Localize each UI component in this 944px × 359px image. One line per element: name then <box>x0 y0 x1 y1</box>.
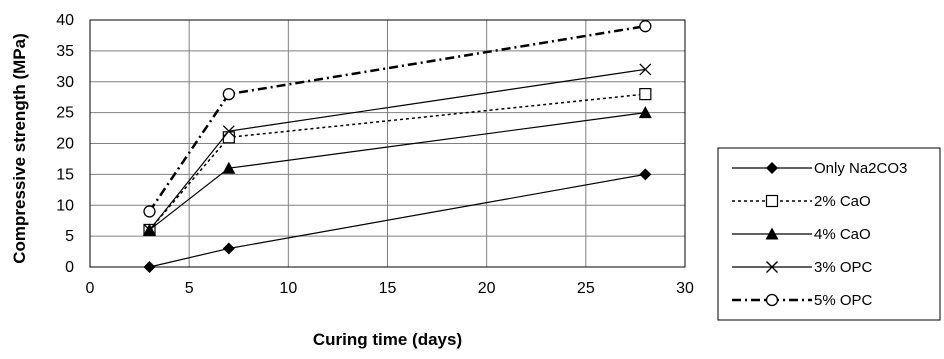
series-line <box>149 173 646 268</box>
y-tick-label: 25 <box>56 105 74 122</box>
data-point <box>639 87 652 101</box>
grid <box>89 19 686 268</box>
data-point <box>143 223 156 236</box>
x-tick-label: 25 <box>577 280 595 297</box>
x-tick-label: 30 <box>676 280 694 297</box>
plot-area-frame <box>89 19 686 268</box>
legend-marker <box>765 293 779 307</box>
marker-stroke <box>639 63 652 76</box>
data-point <box>222 125 235 138</box>
legend-label: 2% CaO <box>814 193 871 210</box>
legend-label: 5% OPC <box>814 292 873 309</box>
marker-stroke <box>766 261 778 273</box>
data-point <box>222 131 235 144</box>
legend-label: 4% CaO <box>814 226 871 243</box>
legend-marker <box>765 194 779 208</box>
marker-stroke <box>222 125 235 138</box>
x-tick-label: 0 <box>86 280 95 297</box>
legend-item: 3% OPC <box>732 259 873 276</box>
legend-marker <box>765 227 779 240</box>
y-tick-label: 10 <box>56 197 74 214</box>
series-line <box>148 24 646 213</box>
data-point <box>143 205 156 218</box>
y-tick-label: 15 <box>56 166 74 183</box>
series-layer <box>143 20 652 273</box>
y-axis-ticks: 0 5 10 15 20 25 30 35 40 <box>56 12 74 276</box>
x-tick-label: 5 <box>185 280 194 297</box>
series-1 <box>143 168 652 273</box>
data-point <box>222 242 235 255</box>
legend-label: Only Na2CO3 <box>814 160 907 177</box>
data-point <box>639 63 652 76</box>
series-4 <box>143 63 652 236</box>
legend-item: 2% CaO <box>732 193 871 210</box>
series-line <box>148 93 646 231</box>
x-tick-label: 15 <box>379 280 397 297</box>
legend-item: 5% OPC <box>732 292 873 309</box>
data-point <box>222 161 236 174</box>
y-tick-label: 0 <box>65 259 74 276</box>
legend-marker <box>766 162 778 174</box>
legend-label: 3% OPC <box>814 259 873 276</box>
legend: Only Na2CO3 2% CaO 4% CaO 3% OPC 5% OPC <box>717 147 941 321</box>
x-axis-title: Curing time (days) <box>313 330 462 349</box>
series-5 <box>143 20 652 218</box>
legend-marker <box>766 261 778 273</box>
y-tick-label: 35 <box>56 43 74 60</box>
data-point <box>222 87 235 101</box>
data-point <box>638 106 652 119</box>
data-point <box>143 261 156 273</box>
y-tick-label: 5 <box>65 228 74 245</box>
x-axis-ticks: 0 5 10 15 20 25 30 <box>86 280 694 297</box>
x-tick-label: 10 <box>279 280 297 297</box>
x-tick-label: 20 <box>478 280 496 297</box>
y-tick-label: 40 <box>56 12 74 29</box>
series-3 <box>143 106 652 236</box>
data-point <box>639 168 652 181</box>
series-2 <box>143 87 652 237</box>
y-tick-label: 30 <box>56 74 74 91</box>
marker-stroke <box>143 223 156 236</box>
y-tick-label: 20 <box>56 136 74 153</box>
y-axis-title: Compressive strength (MPa) <box>10 33 29 264</box>
data-point <box>639 20 652 33</box>
legend-item: Only Na2CO3 <box>732 160 907 177</box>
legend-item: 4% CaO <box>732 226 871 243</box>
